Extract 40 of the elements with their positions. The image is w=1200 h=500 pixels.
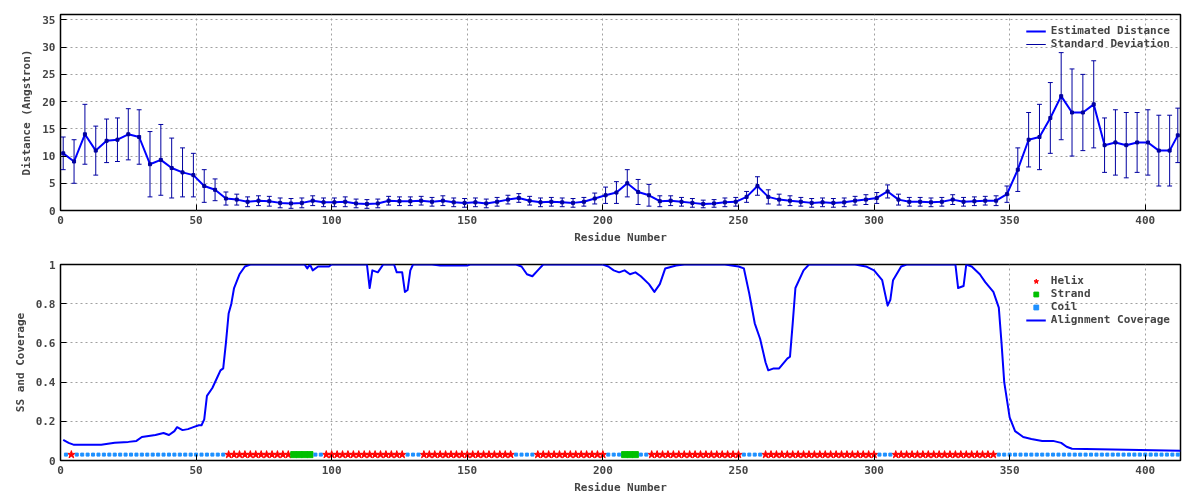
x-tick-label: 350 xyxy=(999,463,1020,477)
x-tick-label: 50 xyxy=(189,213,203,227)
y-tick-label: 10 xyxy=(42,150,56,164)
y-tick-label: 20 xyxy=(42,95,56,109)
y-tick-label: 0.2 xyxy=(35,415,56,429)
y-tick-label: 30 xyxy=(42,41,56,55)
y-tick-label: 1 xyxy=(48,258,56,272)
x-tick-label: 300 xyxy=(864,463,884,477)
y-tick-label: 5 xyxy=(48,177,56,191)
x-tick-label: 300 xyxy=(864,213,884,227)
y-tick-label: 0 xyxy=(48,204,56,218)
y-tick-label: 0.6 xyxy=(35,336,56,350)
y-tick-label: 35 xyxy=(42,13,56,27)
legend-label: Helix xyxy=(1050,274,1084,287)
x-tick-label: 400 xyxy=(1135,213,1156,227)
x-tick-label: 400 xyxy=(1135,463,1156,477)
y-axis-title: SS and Coverage xyxy=(13,312,27,413)
y-tick-label: 15 xyxy=(42,122,56,136)
y-tick-label: 0.8 xyxy=(35,297,56,311)
legend-label: Strand xyxy=(1050,287,1091,300)
x-tick-label: 200 xyxy=(592,463,613,477)
x-tick-label: 350 xyxy=(999,213,1020,227)
x-tick-label: 200 xyxy=(592,213,613,227)
legend-label: Estimated Distance xyxy=(1050,24,1170,37)
legend-label: Coil xyxy=(1050,300,1078,313)
legend-label: Standard Deviation xyxy=(1050,37,1170,50)
y-axis-title: Distance (Angstron) xyxy=(20,49,34,176)
x-tick-label: 50 xyxy=(189,463,203,477)
y-tick-label: 0 xyxy=(48,454,56,468)
x-tick-label: 150 xyxy=(457,213,478,227)
x-axis-title: Residue Number xyxy=(574,480,668,494)
y-tick-label: 25 xyxy=(42,68,56,82)
legend-label: Alignment Coverage xyxy=(1050,313,1170,326)
x-axis-title: Residue Number xyxy=(574,230,668,244)
x-tick-label: 100 xyxy=(321,463,342,477)
x-tick-label: 250 xyxy=(728,463,749,477)
x-tick-label: 100 xyxy=(321,213,342,227)
x-tick-label: 150 xyxy=(457,463,478,477)
y-tick-label: 0.4 xyxy=(35,376,56,390)
x-tick-label: 250 xyxy=(728,213,749,227)
